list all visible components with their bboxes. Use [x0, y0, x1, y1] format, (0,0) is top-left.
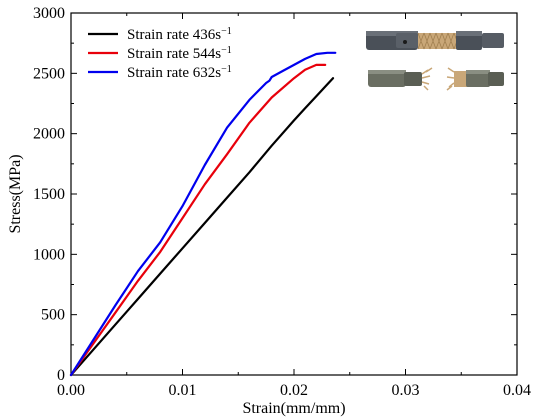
x-tick-label: 0.00 [57, 382, 85, 399]
specimen-photo-icon [366, 31, 504, 91]
series-line-2 [69, 63, 327, 377]
series-line-1 [69, 77, 335, 377]
legend-label-2: Strain rate 544s−1 [127, 45, 232, 63]
y-axis-title: Stress(MPa) [7, 154, 24, 233]
x-tick-label: 0.03 [392, 382, 420, 399]
x-axis-ticks: 0.00 0.01 0.02 0.03 0.04 [57, 13, 531, 399]
y-tick-label: 1500 [33, 186, 65, 203]
x-tick-label: 0.04 [503, 382, 531, 399]
x-tick-label: 0.01 [169, 382, 197, 399]
intact-specimen-icon [366, 31, 504, 50]
y-tick-label: 3000 [33, 5, 65, 22]
fractured-specimen-icon [368, 67, 504, 91]
series-line-3 [69, 51, 337, 377]
y-tick-label: 0 [57, 367, 65, 384]
legend-label-1: Strain rate 436s−1 [127, 26, 232, 44]
y-tick-label: 2500 [33, 65, 65, 82]
series-layer [69, 51, 337, 377]
x-axis-title: Strain(mm/mm) [242, 400, 345, 417]
legend-label-3: Strain rate 632s−1 [127, 64, 232, 82]
x-tick-label: 0.02 [280, 382, 308, 399]
y-tick-label: 2000 [33, 126, 65, 143]
y-tick-label: 1000 [33, 246, 65, 263]
y-tick-label: 500 [41, 307, 65, 324]
y-axis-ticks: 0 500 1000 1500 2000 2500 3000 [33, 5, 517, 384]
